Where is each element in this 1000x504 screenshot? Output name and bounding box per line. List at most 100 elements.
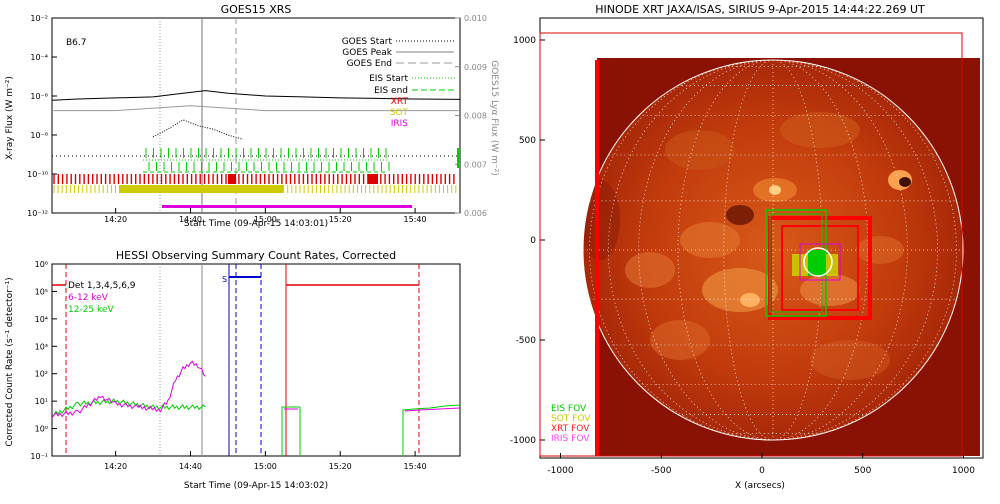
goes-y-right-label: GOES15 Lyα Flux (W m⁻²) <box>489 60 499 176</box>
hessi-magenta-late <box>404 407 460 412</box>
hessi-title: HESSI Observing Summary Count Rates, Cor… <box>116 249 396 262</box>
hessi-legend-det: Det 1,3,4,5,6,9 <box>68 281 136 291</box>
goes-y-tick-label: 10⁻⁴ <box>30 53 48 62</box>
goes-y-tick-label: 10⁻² <box>30 14 48 23</box>
goes-x-tick-label: 15:40 <box>404 215 427 224</box>
goes-plot-area <box>52 18 460 213</box>
eis-end-ticks <box>148 162 390 171</box>
goes-y-right-tick-label: 0.010 <box>464 14 487 23</box>
goes-y-label: X-ray Flux (W m⁻²) <box>5 76 15 160</box>
xrt-y-tick-label: 0 <box>530 236 536 246</box>
eis-raster <box>808 250 826 276</box>
iris-bar <box>162 205 412 208</box>
goes-legend: GOES Start GOES Peak GOES End EIS Start … <box>342 37 456 129</box>
hessi-y-tick-label: 10⁶ <box>35 260 48 269</box>
hessi-x-label: Start Time (09-Apr-15 14:03:02) <box>184 481 328 491</box>
goes-y-tick-label: 10⁻⁸ <box>30 131 48 140</box>
hessi-y-ticks: 10⁶ 10⁵ 10⁴ 10³ 10² 10¹ 10⁰ 10⁻¹ <box>30 260 57 461</box>
xrt-legend-eis: EIS FOV <box>551 404 587 414</box>
hessi-x-tick-label: 15:00 <box>254 462 277 471</box>
goes-y-tick-label: 10⁻¹² <box>27 209 48 218</box>
hessi-x-tick-label: 14:40 <box>179 462 202 471</box>
legend-sot-label: SOT <box>390 108 409 118</box>
hessi-legend-6-12: 6-12 keV <box>68 293 109 303</box>
hessi-x-ticks: 14:20 14:40 15:00 15:20 15:40 <box>104 451 427 471</box>
xrt-coverage-block <box>228 174 236 184</box>
goes-y-right-ticks: 0.010 0.009 0.008 0.007 0.006 <box>455 14 487 218</box>
goes-y-tick-label: 10⁻¹⁰ <box>27 170 48 179</box>
legend-goes-peak-label: GOES Peak <box>342 48 392 58</box>
hessi-legend: Det 1,3,4,5,6,9 6-12 keV 12-25 keV <box>68 281 136 315</box>
xrt-fov-medium-2 <box>781 225 859 311</box>
grid-longitude-line <box>723 60 774 440</box>
goes-dotted-series <box>152 119 244 140</box>
hessi-s-label: S <box>222 275 227 284</box>
hessi-plot-area <box>52 264 460 456</box>
xrt-legend: EIS FOV SOT FOV XRT FOV IRIS FOV <box>551 404 591 444</box>
sun-limb <box>582 59 964 441</box>
goes-x-tick-label: 14:40 <box>179 215 202 224</box>
legend-iris-label: IRIS <box>391 119 409 129</box>
xrt-x-label: X (arcsecs) <box>735 481 785 491</box>
goes-y-right-tick-label: 0.009 <box>464 63 487 72</box>
goes-class-label: B6.7 <box>66 38 87 48</box>
eis-start-ticks <box>145 148 387 158</box>
sot-block <box>119 185 283 193</box>
goes-y-ticks: 10⁻² 10⁻⁴ 10⁻⁶ 10⁻⁸ 10⁻¹⁰ 10⁻¹² <box>27 14 57 218</box>
xrt-legend-sot: SOT FOV <box>551 414 591 424</box>
goes-title: GOES15 XRS <box>221 3 292 16</box>
hessi-y-label: Corrected Count Rate (s⁻¹ detector⁻¹) <box>5 277 15 446</box>
goes-y-tick-label: 10⁻⁶ <box>30 92 48 101</box>
xrt-y-tick-label: -1000 <box>510 436 536 446</box>
fov-boxes <box>539 32 963 457</box>
goes-x-tick-label: 14:20 <box>104 215 127 224</box>
xrt-x-ticks: -1000 -500 0 500 1000 <box>547 453 975 476</box>
legend-goes-end-label: GOES End <box>347 59 392 69</box>
xrt-fov-large <box>539 32 963 457</box>
hessi-12-25kev-series <box>52 398 206 418</box>
hessi-x-tick-label: 14:20 <box>104 462 127 471</box>
hessi-panel: HESSI Observing Summary Count Rates, Cor… <box>5 249 461 491</box>
goes-lya-series <box>52 105 460 112</box>
xrt-y-ticks: 1000 500 0 -500 -1000 <box>510 36 545 446</box>
xrt-x-tick-label: 0 <box>759 466 765 476</box>
legend-eis-end-label: EIS end <box>374 86 408 96</box>
xrt-x-tick-label: 500 <box>854 466 871 476</box>
goes-panel: GOES15 XRS B6.7 10⁻²10⁻⁴10⁻⁶10⁻⁸10⁻¹⁰10⁻… <box>5 3 499 229</box>
xrt-coverage-block <box>368 174 378 184</box>
hessi-6-12kev-series <box>52 360 206 419</box>
xrt-y-tick-label: -500 <box>516 336 537 346</box>
hessi-x-tick-label: 15:20 <box>329 462 352 471</box>
xrt-x-tick-label: -500 <box>651 466 672 476</box>
goes-xray-series <box>52 90 460 101</box>
grid-longitude-line <box>772 60 938 440</box>
heliographic-grid <box>583 60 963 440</box>
goes-x-tick-label: 15:00 <box>254 215 277 224</box>
hessi-y-tick-label: 10⁻¹ <box>30 452 48 461</box>
xrt-coverage-row <box>53 174 455 184</box>
hessi-plot-frame <box>51 263 461 457</box>
hessi-y-tick-label: 10³ <box>35 342 48 351</box>
xrt-legend-iris: IRIS FOV <box>551 434 590 444</box>
legend-goes-start-label: GOES Start <box>342 37 393 47</box>
grid-longitude-line <box>772 60 957 440</box>
grid-longitude-line <box>608 60 774 440</box>
xrt-x-tick-label: -1000 <box>547 466 573 476</box>
iris-fov-ring <box>803 247 833 277</box>
coronal-structures <box>583 112 912 380</box>
hessi-y-tick-label: 10⁰ <box>35 425 48 434</box>
xrt-image-title: HINODE XRT JAXA/ISAS, SIRIUS 9-Apr-2015 … <box>595 3 925 16</box>
hessi-y-tick-label: 10¹ <box>35 397 48 406</box>
goes-x-ticks: 14:20 14:40 15:00 15:20 15:40 <box>104 208 427 224</box>
xrt-image-panel: HINODE XRT JAXA/ISAS, SIRIUS 9-Apr-2015 … <box>510 3 984 491</box>
hessi-y-tick-label: 10² <box>35 370 48 379</box>
goes-y-right-tick-label: 0.008 <box>464 112 487 121</box>
hessi-green-mid <box>281 406 301 456</box>
xrt-y-tick-label: 1000 <box>513 36 536 46</box>
hessi-x-tick-label: 15:40 <box>404 462 427 471</box>
goes-x-tick-label: 15:20 <box>329 215 352 224</box>
hessi-green-late <box>402 404 460 456</box>
hessi-legend-12-25: 12-25 keV <box>68 305 114 315</box>
